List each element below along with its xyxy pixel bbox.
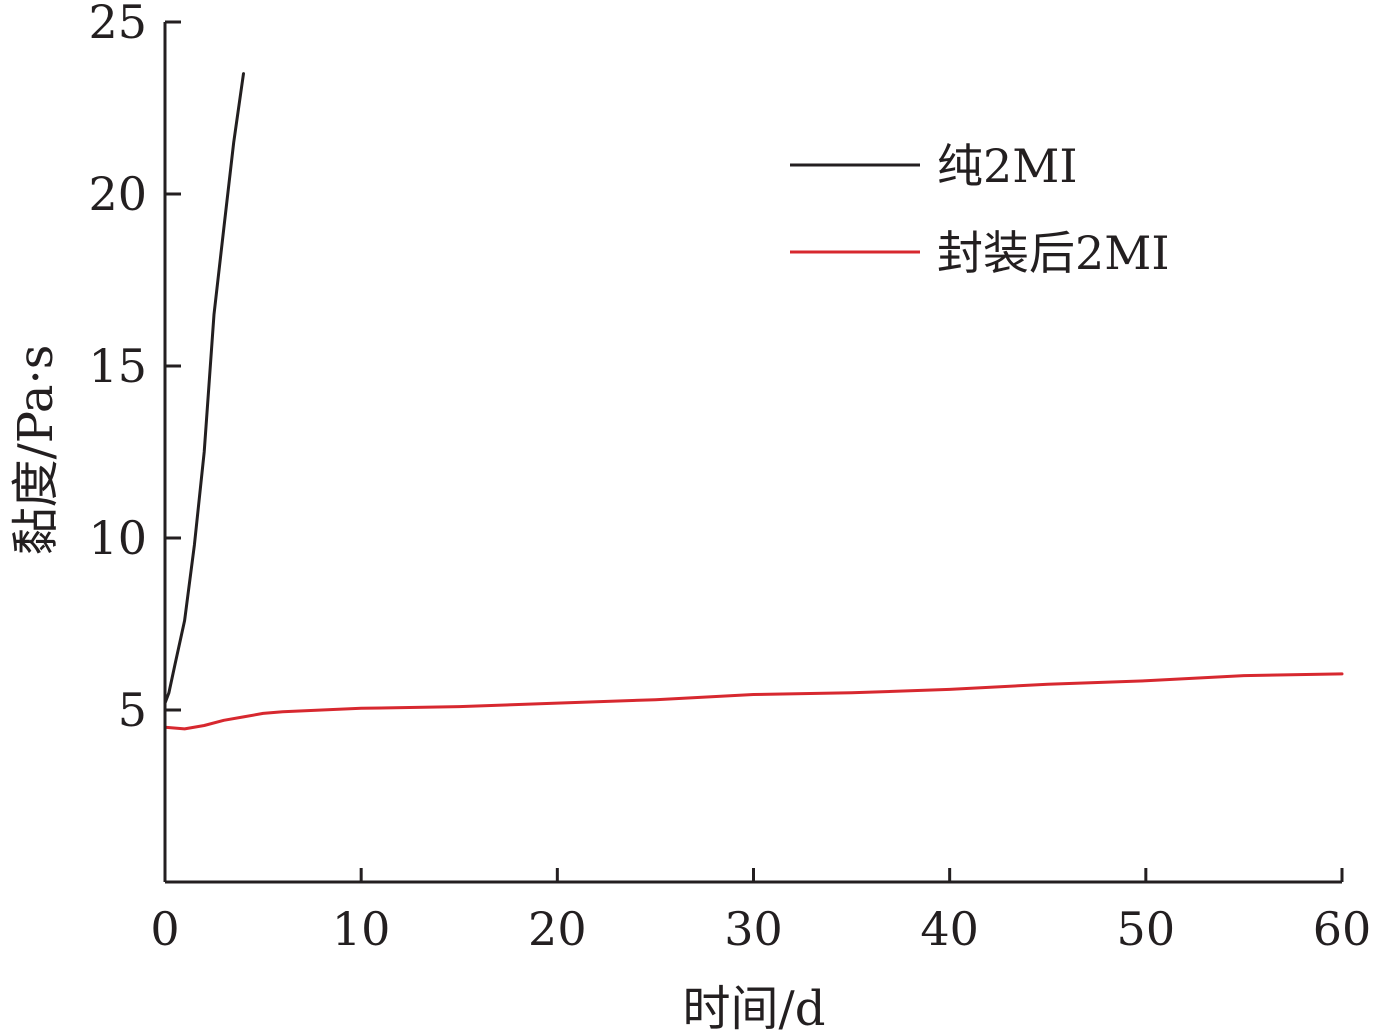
x-tick-label: 40: [920, 902, 979, 956]
y-tick-label: 20: [88, 167, 147, 221]
x-tick-label: 50: [1117, 902, 1176, 956]
x-tick-label: 10: [332, 902, 391, 956]
axis-ticks: 0 10 20 30 40 50 60 5 10 15 20 25: [88, 0, 1371, 956]
y-axis-title: 黏度/Pa·s: [8, 345, 64, 556]
y-tick-label: 25: [88, 0, 147, 49]
legend: 纯2MI 封装后2MI: [790, 139, 1170, 280]
plot-lines: [163, 72, 1344, 731]
legend-label-1: 纯2MI: [937, 139, 1078, 193]
legend-label-2: 封装后2MI: [937, 226, 1170, 280]
x-tick-label: 30: [724, 902, 783, 956]
x-axis-title: 时间/d: [683, 981, 826, 1034]
axes: [163, 22, 1342, 884]
series-line-1: [163, 72, 245, 705]
x-tick-label: 60: [1313, 902, 1372, 956]
x-tick-label: 0: [150, 902, 179, 956]
y-tick-label: 15: [88, 339, 147, 393]
series-line-2: [163, 672, 1344, 731]
y-tick-label: 5: [118, 683, 147, 737]
y-tick-label: 10: [88, 511, 147, 565]
x-tick-label: 20: [528, 902, 587, 956]
